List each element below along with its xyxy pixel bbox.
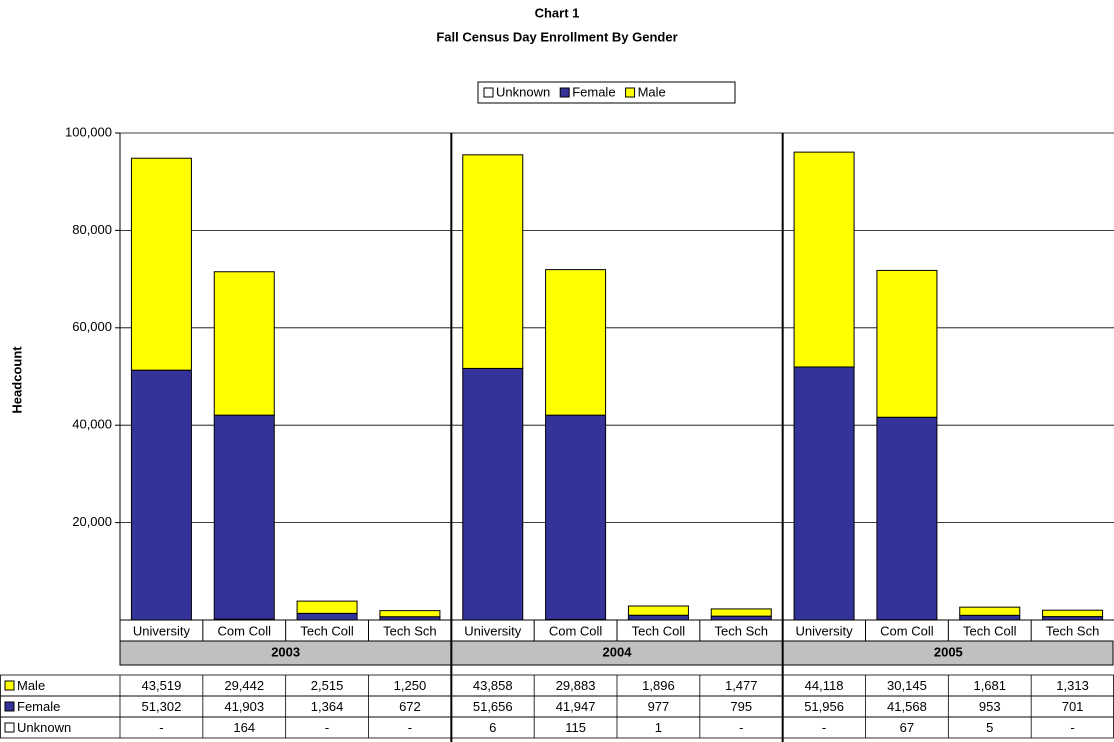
bar-segment [959,606,1021,616]
table-value: 701 [1062,699,1084,714]
group-label: 2003 [271,644,300,659]
bar-segment [876,269,938,418]
table-legend-key [4,701,15,712]
table-value: 672 [399,699,421,714]
bar-segment [793,366,855,621]
table-value: 30,145 [887,678,927,693]
table-legend-key [4,722,15,733]
group-label: 2004 [603,644,633,659]
bar-segment [959,614,1021,621]
y-axis-label: Headcount [9,346,24,414]
x-tick-label: Tech Sch [1046,623,1099,638]
legend-key [483,87,494,98]
table-value: 2,515 [311,678,344,693]
table-row-label: Male [17,678,45,693]
table-value: 29,883 [556,678,596,693]
table-row-label: Unknown [17,720,71,735]
bar-segment [462,367,524,621]
bar-segment [213,271,275,416]
x-tick-label: Com Coll [880,623,934,638]
x-tick-label: Tech Sch [715,623,768,638]
group-row [119,640,1114,666]
legend-key [559,87,570,98]
table-value: - [1070,720,1074,735]
table-value: 44,118 [805,678,844,693]
y-tick-label: 60,000 [72,319,112,334]
bar-segment [1042,609,1104,618]
legend-key [625,87,636,98]
table-value: 977 [648,699,670,714]
bar-segment [710,615,772,621]
bar-segment [627,605,689,616]
bar-segment [296,600,358,614]
y-tick-label: 80,000 [72,222,112,237]
bar-segment [379,610,441,618]
table-value: 1,681 [973,678,1006,693]
table-value: - [159,720,163,735]
y-tick-label: 40,000 [72,417,112,432]
y-tick-label: 100,000 [65,124,112,139]
table-value: 1,250 [394,678,427,693]
table-value: - [325,720,329,735]
table-value: 1,313 [1056,678,1089,693]
chart-subtitle: Fall Census Day Enrollment By Gender [436,29,677,44]
table-value: 43,858 [473,678,513,693]
table-value: 1,896 [642,678,675,693]
table-value: 43,519 [142,678,182,693]
bar-segment [545,269,607,416]
x-tick-label: Tech Sch [383,623,436,638]
legend-label: Unknown [496,84,550,99]
table-row-label: Female [17,699,60,714]
x-tick-label: Tech Coll [963,623,1017,638]
legend-label: Female [572,84,615,99]
bar-segment [545,414,607,620]
table-value: 1,364 [311,699,344,714]
table-value: 6 [489,720,496,735]
bar-segment [627,614,689,621]
table-value: - [739,720,743,735]
bar-segment [462,154,524,369]
table-value: 1 [655,720,662,735]
bar-segment [876,416,938,621]
x-tick-label: Tech Coll [300,623,354,638]
table-value: 164 [233,720,255,735]
x-tick-label: University [133,623,191,638]
table-value: - [408,720,412,735]
x-tick-label: Tech Coll [632,623,686,638]
table-value: 953 [979,699,1001,714]
bar-segment [213,414,275,620]
x-tick-label: University [796,623,854,638]
table-value: 29,442 [224,678,264,693]
table-row [0,716,1114,739]
legend-box [477,81,736,104]
x-tick-label: Com Coll [549,623,603,638]
bar-segment [130,157,192,371]
table-legend-key [4,680,15,691]
bar-segment [296,612,358,621]
legend-label: Male [638,84,666,99]
table-value: 115 [565,720,586,735]
bar-segment [130,369,192,621]
table-value: 51,302 [142,699,182,714]
table-value: 51,656 [473,699,513,714]
table-value: 67 [900,720,914,735]
x-tick-label: Com Coll [218,623,272,638]
bar-segment [793,151,855,368]
table-value: 51,956 [804,699,844,714]
bar-segment [1042,616,1104,621]
table-value: 41,947 [556,699,596,714]
group-label: 2005 [934,644,963,659]
x-tick-label: University [464,623,522,638]
chart-title: Chart 1 [535,5,580,20]
bar-segment [710,608,772,617]
table-value: 41,903 [224,699,264,714]
table-value: - [822,720,826,735]
y-tick-label: 20,000 [72,514,112,529]
table-value: 41,568 [887,699,927,714]
table-value: 1,477 [725,678,758,693]
table-value: 5 [986,720,993,735]
table-value: 795 [730,699,752,714]
